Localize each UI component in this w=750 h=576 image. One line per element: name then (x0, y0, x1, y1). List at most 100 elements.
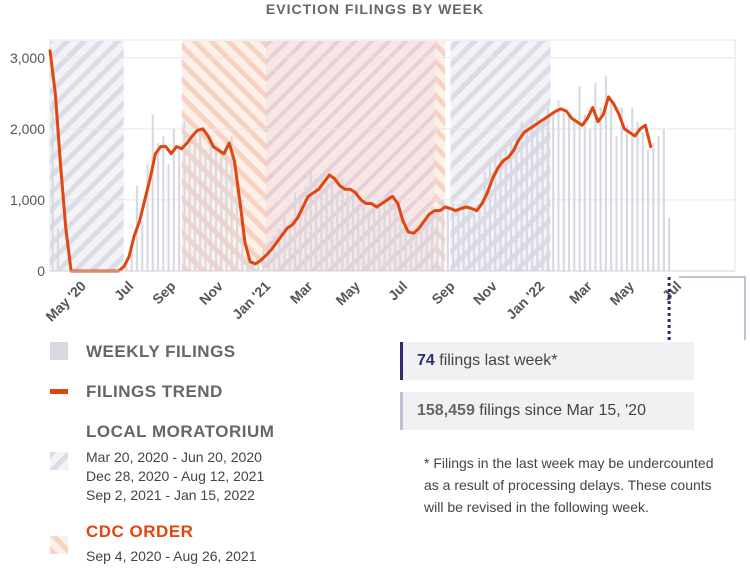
weekly-bar (156, 143, 160, 271)
weekly-bar (567, 114, 571, 271)
weekly-bar (499, 150, 502, 271)
y-tick-label: 0 (37, 263, 45, 279)
since-box: 158,459 filings since Mar 15, '20 (400, 392, 694, 430)
weekly-bar (151, 114, 154, 271)
weekly-bar (267, 242, 270, 271)
legend-weekly-label: WEEKLY FILINGS (86, 342, 236, 361)
legend-moratorium-label: LOCAL MORATORIUM (86, 422, 275, 441)
x-tick-label: May (606, 278, 637, 309)
cdc-dates: Sep 4, 2020 - Aug 26, 2021 (86, 547, 256, 566)
weekly-bar (573, 121, 576, 271)
moratorium-dates: Mar 20, 2020 - Jun 20, 2020 Dec 28, 2020… (86, 448, 264, 505)
weekly-bar (167, 164, 170, 271)
weekly-bar (388, 192, 391, 271)
weekly-bar (283, 214, 286, 271)
weekly-bar (193, 135, 196, 271)
cdc-swatch (50, 536, 68, 554)
weekly-bar (599, 107, 602, 272)
weekly-bar (541, 121, 544, 271)
moratorium-swatch (50, 452, 68, 470)
weekly-bar (494, 153, 497, 271)
weekly-swatch (50, 342, 68, 360)
weekly-bar (515, 135, 518, 271)
x-tick-label: Mar (566, 277, 595, 306)
weekly-bar (257, 263, 260, 271)
legend-cdc-label: CDC ORDER (86, 522, 194, 541)
weekly-bar (178, 150, 181, 271)
weekly-bar (420, 221, 423, 271)
weekly-bar (562, 111, 565, 271)
weekly-bar (483, 171, 486, 271)
weekly-bar (246, 256, 249, 271)
x-tick-label: Sep (149, 278, 178, 307)
weekly-bar (557, 100, 560, 272)
weekly-bar (188, 143, 191, 271)
weekly-bar (625, 125, 629, 272)
moratorium-period-1 (50, 41, 124, 271)
weekly-bar (488, 157, 492, 271)
weekly-bar (604, 75, 607, 272)
x-tick-label: Jul (385, 278, 411, 304)
weekly-bar (668, 217, 671, 271)
moratorium-date-2: Dec 28, 2020 - Aug 12, 2021 (86, 468, 265, 484)
last-week-value: 74 (417, 352, 435, 369)
weekly-bar (325, 185, 328, 271)
y-tick-label: 3,000 (10, 50, 45, 66)
x-tick-label: Jan '21 (229, 278, 274, 323)
weekly-bar (552, 114, 555, 271)
weekly-bar (214, 143, 218, 271)
weekly-bar (315, 178, 318, 271)
weekly-bar (373, 207, 376, 271)
weekly-bar (583, 114, 586, 271)
x-tick-label: Mar (287, 277, 316, 306)
weekly-bar (647, 150, 650, 271)
weekly-bar (462, 199, 465, 271)
x-tick-label: May (332, 278, 363, 309)
weekly-bar (657, 135, 660, 271)
weekly-bar (452, 203, 455, 271)
weekly-bar (272, 235, 275, 271)
x-tick-label: Sep (428, 278, 457, 307)
trend-line (48, 49, 653, 273)
weekly-bar (594, 82, 597, 271)
trend-swatch (50, 389, 68, 394)
weekly-bar (662, 128, 665, 271)
weekly-bar (162, 135, 165, 271)
weekly-bar (278, 228, 281, 271)
weekly-bar (241, 199, 244, 271)
chart-title: EVICTION FILINGS BY WEEK (265, 1, 485, 17)
x-tick-label: May '20 (42, 278, 89, 325)
weekly-bar (404, 228, 407, 271)
weekly-bar (346, 189, 349, 271)
weekly-bar (636, 121, 639, 271)
weekly-bar (183, 121, 186, 271)
weekly-bar (467, 210, 470, 271)
weekly-bar (473, 214, 476, 271)
weekly-bar (610, 100, 613, 272)
weekly-bar (430, 207, 434, 271)
weekly-bar (357, 207, 360, 271)
weekly-bar (330, 182, 333, 271)
weekly-bar (378, 199, 381, 271)
weekly-bar (230, 135, 233, 271)
weekly-bar (225, 150, 228, 271)
weekly-bar (288, 221, 291, 271)
weekly-bar (415, 231, 418, 271)
weekly-bar (436, 210, 439, 271)
weekly-bar (172, 128, 175, 271)
weekly-bar (336, 192, 339, 271)
since-text: filings since Mar 15, '20 (474, 402, 646, 419)
weekly-bar (383, 203, 386, 271)
weekly-bar (631, 107, 634, 272)
weekly-bar (520, 121, 523, 271)
weekly-bar (309, 171, 312, 271)
weekly-bar (262, 249, 265, 271)
legend-trend-label: FILINGS TREND (86, 382, 223, 401)
moratorium-period-2 (266, 41, 435, 271)
weekly-bar (236, 171, 239, 271)
weekly-bar (320, 175, 323, 271)
moratorium-date-1: Mar 20, 2020 - Jun 20, 2020 (86, 449, 262, 465)
y-tick-label: 1,000 (10, 192, 45, 208)
weekly-bar (251, 260, 254, 271)
weekly-bar (351, 196, 355, 271)
